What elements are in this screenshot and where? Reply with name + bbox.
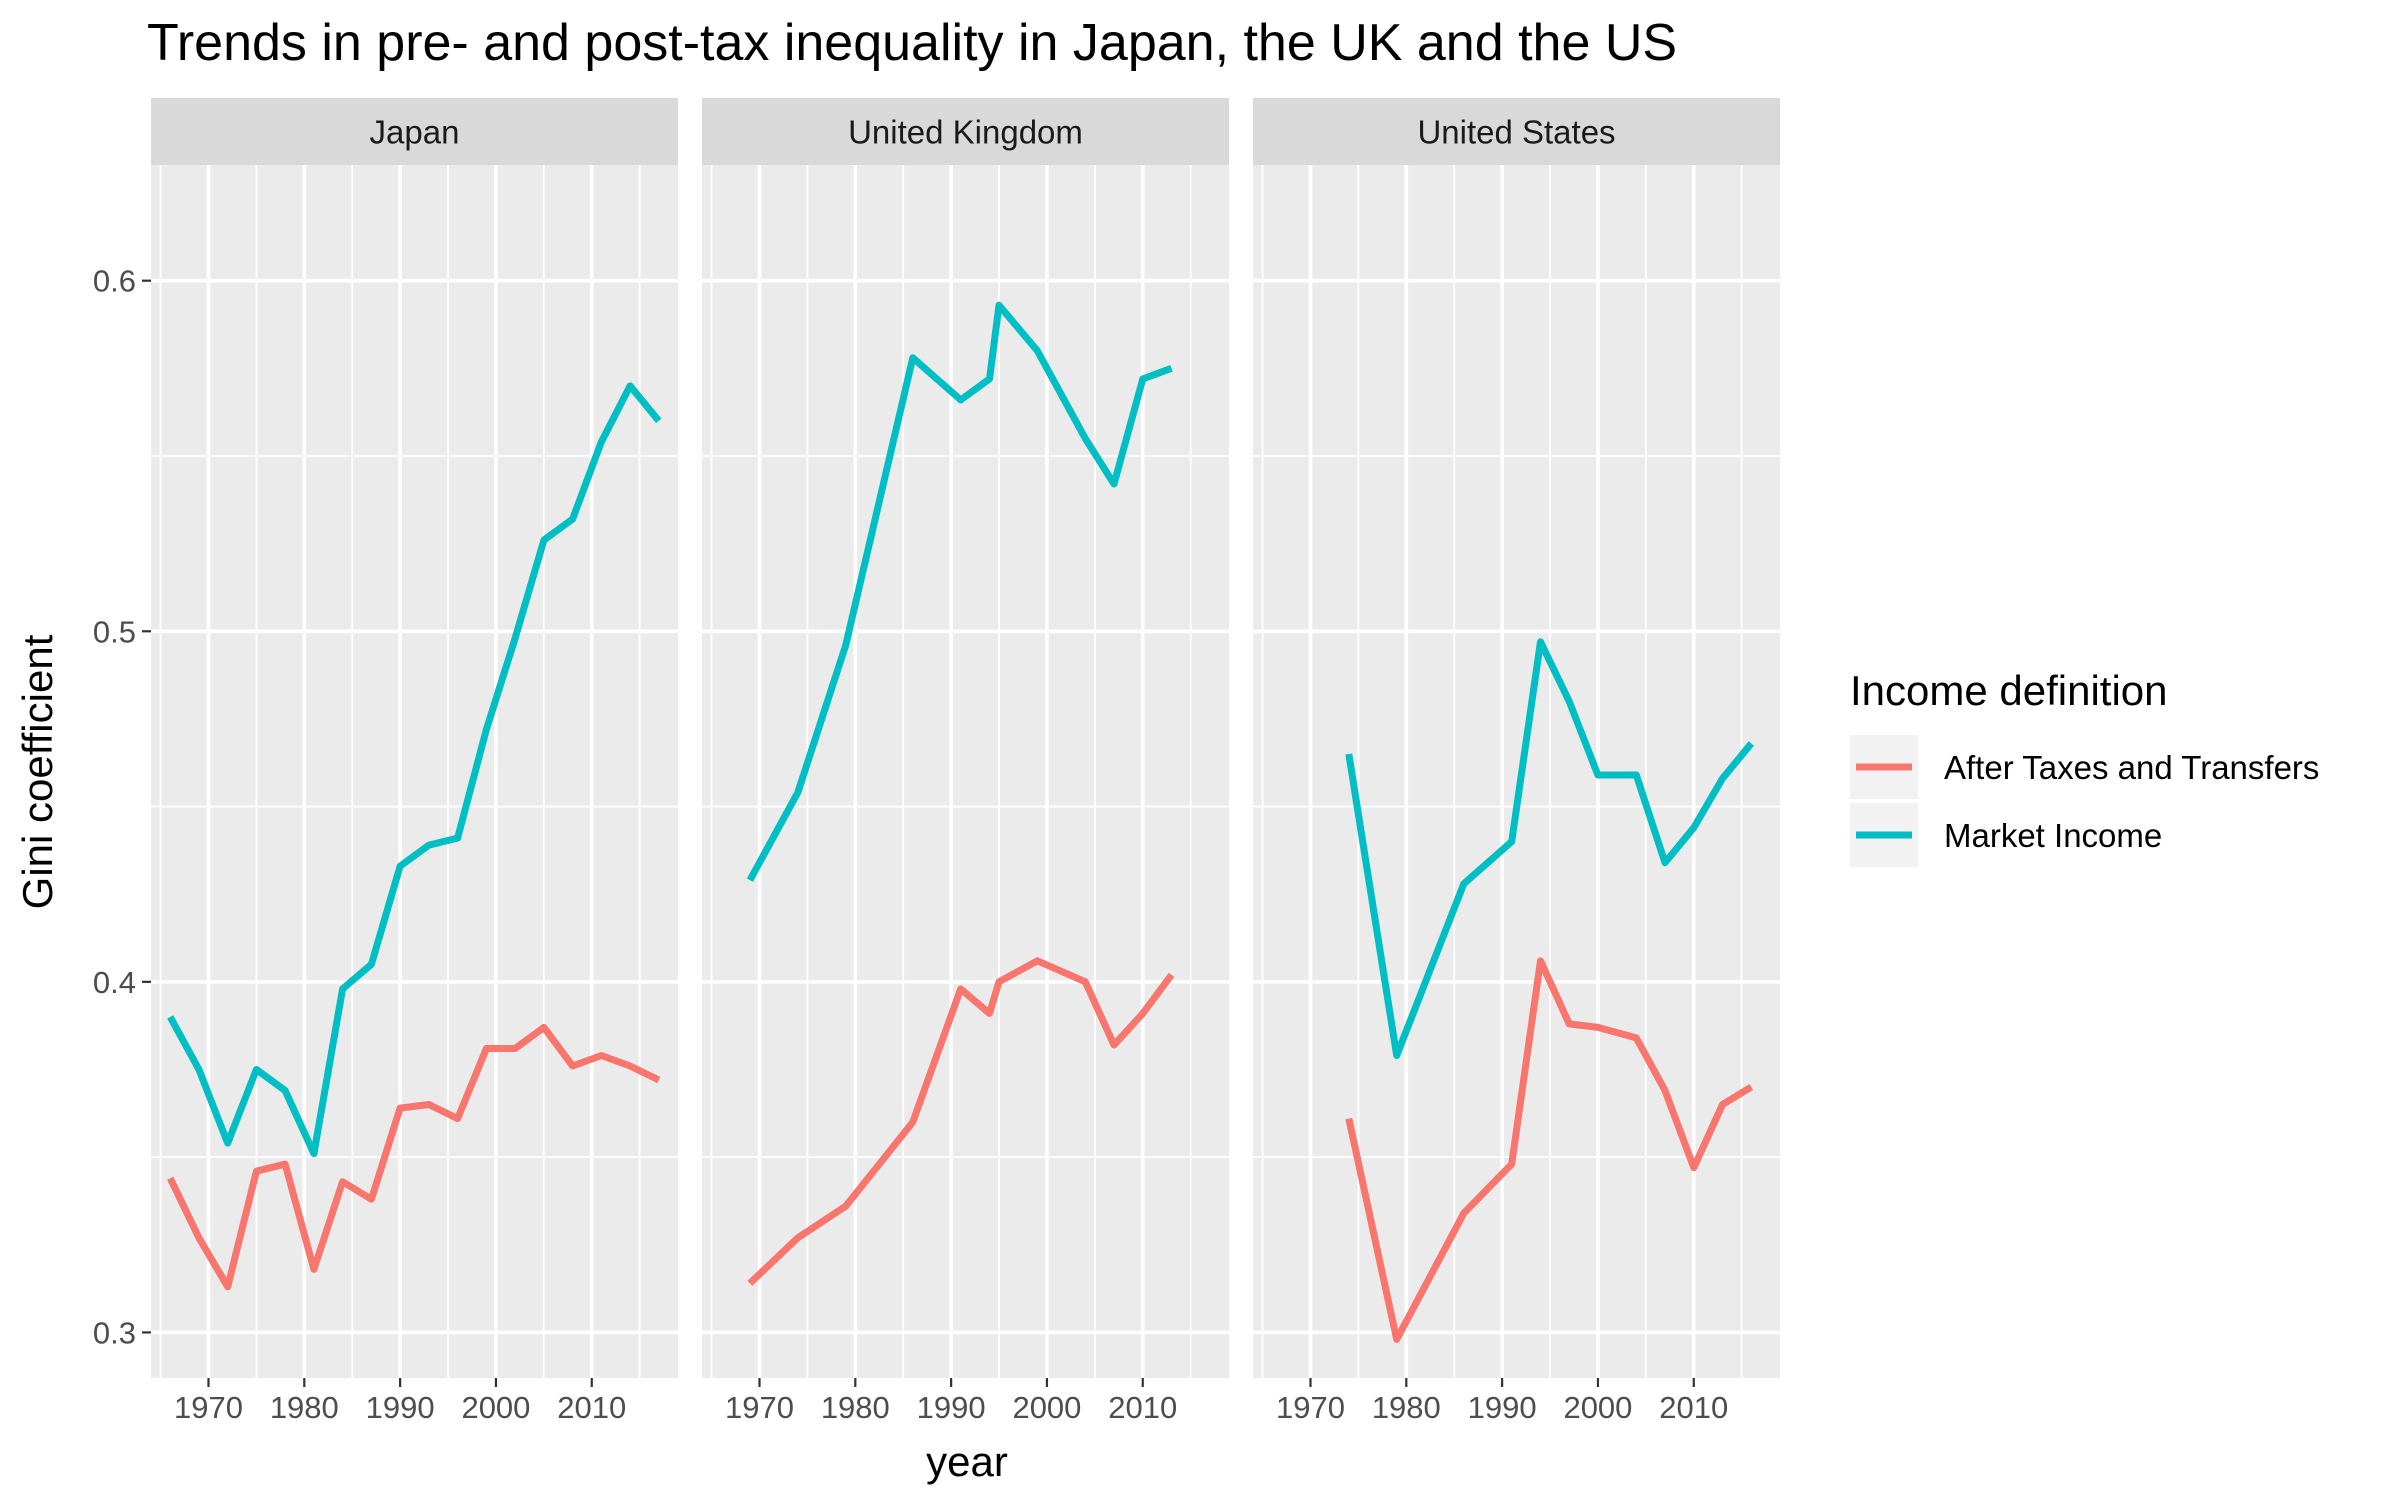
x-tick-label: 2000	[461, 1390, 530, 1425]
panel-background	[702, 165, 1229, 1378]
panel-united-states: United States 1970 1980 1990 2000 2010	[1253, 98, 1780, 1425]
x-tick-label: 1990	[1468, 1390, 1537, 1425]
chart-title: Trends in pre- and post-tax inequality i…	[147, 14, 1677, 72]
legend-title: Income definition	[1850, 667, 2168, 714]
x-tick-label: 1980	[821, 1390, 890, 1425]
x-tick-label: 2010	[1659, 1390, 1728, 1425]
facet-panels: Japan 1970 1980 1990 2000 2010 United Kingdom 1…	[151, 98, 1780, 1425]
strip-label-united-kingdom: United Kingdom	[848, 114, 1083, 151]
legend-label-after-taxes-and-transfers: After Taxes and Transfers	[1944, 749, 2319, 786]
strip-label-united-states: United States	[1417, 114, 1615, 151]
legend: Income definition After Taxes and Transf…	[1850, 667, 2319, 867]
series-line-united-kingdom-after-taxes-and-transfers	[747, 957, 1175, 1286]
y-tick-label: 0.3	[93, 1315, 136, 1350]
x-tick-label: 2010	[557, 1390, 626, 1425]
panel-united-kingdom: United Kingdom 1970 1980 1990 2000 2010	[702, 98, 1229, 1425]
strip-united-states	[1253, 98, 1780, 165]
strip-japan	[151, 98, 678, 165]
x-tick-label: 1990	[366, 1390, 435, 1425]
x-tick-label: 1970	[725, 1390, 794, 1425]
panel-background	[151, 165, 678, 1378]
legend-label-market-income: Market Income	[1944, 817, 2162, 854]
x-tick-label: 1990	[917, 1390, 986, 1425]
series-line-united-states-after-taxes-and-transfers	[1345, 957, 1754, 1343]
panel-japan: Japan 1970 1980 1990 2000 2010	[151, 98, 678, 1425]
panel-background	[1253, 165, 1780, 1378]
series-line-united-states-market-income	[1345, 638, 1755, 1059]
x-tick-label: 2000	[1012, 1390, 1081, 1425]
series-line-japan-after-taxes-and-transfers	[167, 1023, 661, 1291]
strip-united-kingdom	[702, 98, 1229, 165]
y-tick-label: 0.5	[93, 614, 136, 649]
y-axis: 0.3 0.4 0.5 0.6	[93, 264, 151, 1350]
legend-items: After Taxes and Transfers Market Income	[1850, 735, 2319, 867]
x-tick-label: 2010	[1108, 1390, 1177, 1425]
x-tick-label: 1980	[270, 1390, 339, 1425]
series-line-united-kingdom-market-income	[746, 301, 1173, 882]
y-axis-title: Gini coefficient	[14, 634, 61, 909]
x-tick-label: 1980	[1372, 1390, 1441, 1425]
series-line-japan-market-income	[167, 382, 662, 1158]
x-tick-label: 2000	[1563, 1390, 1632, 1425]
y-tick-label: 0.6	[93, 264, 136, 299]
y-tick-label: 0.4	[93, 965, 136, 1000]
x-tick-label: 1970	[1276, 1390, 1345, 1425]
x-tick-label: 1970	[174, 1390, 243, 1425]
strip-label-japan: Japan	[370, 114, 460, 151]
x-axis-title: year	[926, 1438, 1008, 1485]
